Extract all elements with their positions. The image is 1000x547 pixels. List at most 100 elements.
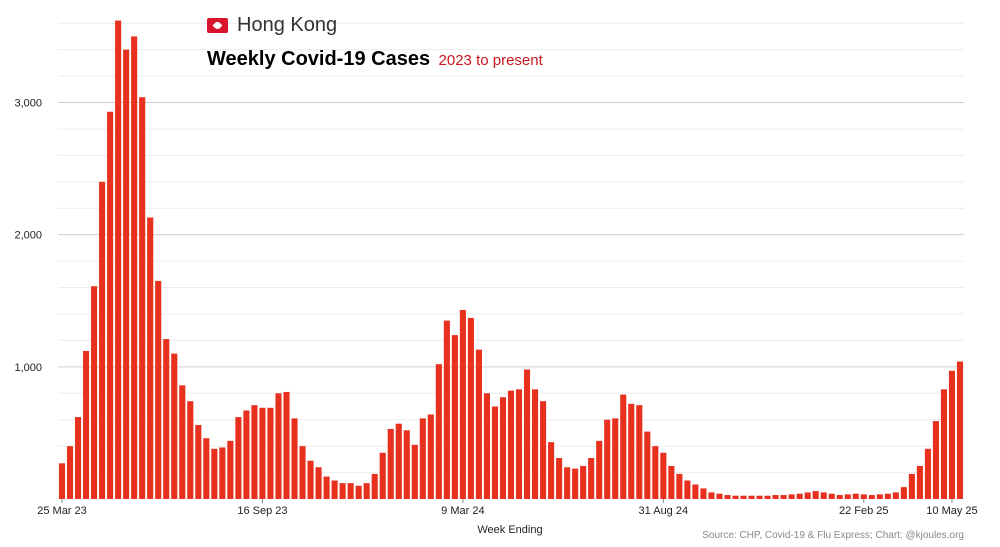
bar — [916, 465, 923, 499]
bar — [219, 447, 226, 499]
y-axis-tick-labels: 1,000 2,000 3,000 — [14, 98, 42, 374]
bar — [155, 280, 162, 499]
bar — [644, 431, 651, 499]
bar — [956, 361, 964, 499]
bar — [339, 483, 346, 499]
bar — [948, 370, 956, 499]
bar — [99, 181, 106, 499]
bar — [676, 473, 683, 499]
bar — [900, 487, 907, 499]
bar — [179, 385, 186, 499]
bar — [203, 438, 210, 499]
bar — [732, 495, 739, 499]
bar — [115, 20, 122, 499]
bar — [91, 286, 98, 499]
bar — [195, 424, 202, 499]
bar — [692, 484, 699, 499]
bar — [780, 495, 787, 499]
x-axis-tick-labels: 25 Mar 23 16 Sep 23 9 Mar 24 31 Aug 24 22 Fe… — [37, 499, 978, 517]
x-tick-label: 25 Mar 23 — [37, 505, 87, 517]
region-label: Hong Kong — [237, 14, 338, 36]
bar — [66, 446, 74, 499]
bar — [860, 494, 867, 499]
bar — [163, 339, 170, 499]
bar — [123, 49, 130, 500]
source-note: Source: CHP, Covid-19 & Flu Express; Cha… — [702, 530, 964, 541]
bar — [708, 492, 715, 499]
x-tick-label: 22 Feb 25 — [839, 505, 889, 517]
bar — [419, 418, 426, 499]
bar — [267, 407, 274, 499]
title-line: Weekly Covid-19 Cases 2023 to present — [207, 48, 543, 71]
bar — [83, 350, 90, 499]
bar — [435, 364, 442, 499]
bar — [235, 417, 242, 499]
bar — [459, 310, 466, 499]
bar — [347, 483, 354, 499]
bar — [932, 421, 939, 499]
bar — [716, 493, 723, 499]
bar — [395, 423, 402, 499]
bar — [58, 463, 66, 499]
bar — [924, 448, 931, 499]
y-tick-label: 2,000 — [14, 230, 42, 242]
bar — [507, 390, 515, 499]
bar — [171, 353, 178, 499]
bar — [355, 485, 362, 499]
bar — [379, 452, 386, 499]
bar — [411, 444, 418, 499]
bar — [556, 458, 563, 499]
bar — [363, 483, 370, 499]
chart-subtitle: 2023 to present — [438, 52, 543, 69]
bar — [299, 446, 306, 499]
bar — [724, 495, 731, 499]
bar — [532, 389, 539, 499]
bar — [620, 394, 627, 499]
bar — [812, 491, 819, 499]
bar — [483, 393, 490, 499]
bar — [788, 494, 795, 499]
x-tick-label: 9 Mar 24 — [441, 505, 484, 517]
bar — [684, 480, 691, 499]
bar — [884, 493, 891, 499]
bar — [628, 403, 635, 499]
bar — [451, 335, 458, 499]
bar — [804, 492, 811, 499]
bar — [387, 428, 394, 499]
bar — [700, 488, 707, 499]
bar — [772, 495, 779, 499]
bar — [275, 393, 282, 499]
bar — [820, 492, 827, 499]
bar — [636, 405, 643, 499]
y-tick-label: 1,000 — [14, 362, 42, 374]
bar — [323, 476, 330, 499]
bar — [283, 391, 290, 499]
bar — [796, 493, 803, 499]
bar — [660, 452, 667, 499]
bar — [580, 465, 587, 499]
bar — [147, 217, 154, 500]
x-tick-label: 10 May 25 — [926, 505, 977, 517]
bar — [107, 111, 114, 499]
bar — [828, 493, 835, 499]
bar — [499, 397, 507, 499]
bar — [764, 495, 771, 499]
bar — [564, 467, 571, 499]
bar — [243, 410, 250, 499]
bar — [211, 448, 218, 499]
bars — [58, 20, 964, 500]
bar — [467, 317, 474, 499]
x-tick-label: 16 Sep 23 — [237, 505, 287, 517]
bar — [652, 446, 659, 499]
bar — [475, 349, 482, 499]
bar — [540, 401, 547, 499]
bar — [291, 418, 298, 499]
bar — [668, 465, 675, 499]
bar — [844, 494, 851, 499]
bar — [315, 467, 322, 499]
bar — [259, 407, 266, 499]
bar — [940, 389, 947, 499]
bar — [836, 495, 843, 499]
bar — [852, 493, 859, 499]
